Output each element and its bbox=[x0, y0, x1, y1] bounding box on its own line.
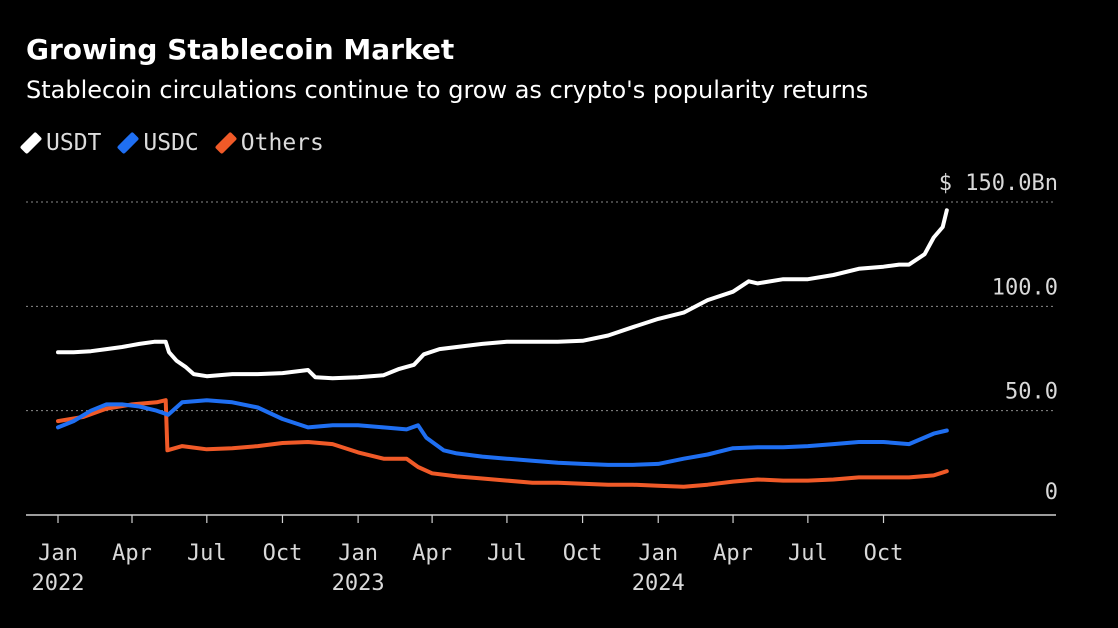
y-tick-label-2: 100.0 bbox=[992, 275, 1058, 300]
x-tick-label-10: Jul bbox=[788, 541, 828, 566]
x-tick-label-0: Jan bbox=[38, 541, 78, 566]
x-tick-label-9: Apr bbox=[713, 541, 753, 566]
legend: USDT USDC Others bbox=[19, 128, 346, 158]
x-tick-label-7: Oct bbox=[563, 541, 603, 566]
series-line-others bbox=[56, 398, 949, 489]
x-tick-label-2: Jul bbox=[187, 541, 227, 566]
x-tick-label-4: Jan bbox=[338, 541, 378, 566]
chart-title: Growing Stablecoin Market bbox=[26, 33, 455, 66]
y-tick-label-1: 50.0 bbox=[1005, 380, 1058, 405]
legend-item-usdt: USDT bbox=[19, 130, 102, 156]
x-year-label-4: 2023 bbox=[332, 571, 385, 596]
series-line-usdt bbox=[56, 208, 949, 381]
x-tick-label-11: Oct bbox=[864, 541, 904, 566]
x-tick-label-5: Apr bbox=[412, 541, 452, 566]
y-tick-label-0: 0 bbox=[1045, 480, 1058, 505]
x-tick-label-6: Jul bbox=[487, 541, 527, 566]
series-line-usdc bbox=[56, 398, 949, 467]
y-tick-label-3: $ 150.0Bn bbox=[939, 171, 1058, 196]
x-tick-label-8: Jan bbox=[638, 541, 678, 566]
x-tick-label-3: Oct bbox=[263, 541, 303, 566]
x-year-label-0: 2022 bbox=[32, 571, 85, 596]
x-year-label-8: 2024 bbox=[632, 571, 685, 596]
x-tick-label-1: Apr bbox=[112, 541, 152, 566]
legend-item-usdc: USDC bbox=[117, 130, 199, 156]
legend-item-others: Others bbox=[214, 130, 324, 156]
legend-label-others: Others bbox=[240, 130, 324, 156]
legend-label-usdc: USDC bbox=[143, 130, 199, 156]
chart-subtitle: Stablecoin circulations continue to grow… bbox=[26, 76, 869, 104]
legend-label-usdt: USDT bbox=[46, 130, 102, 156]
